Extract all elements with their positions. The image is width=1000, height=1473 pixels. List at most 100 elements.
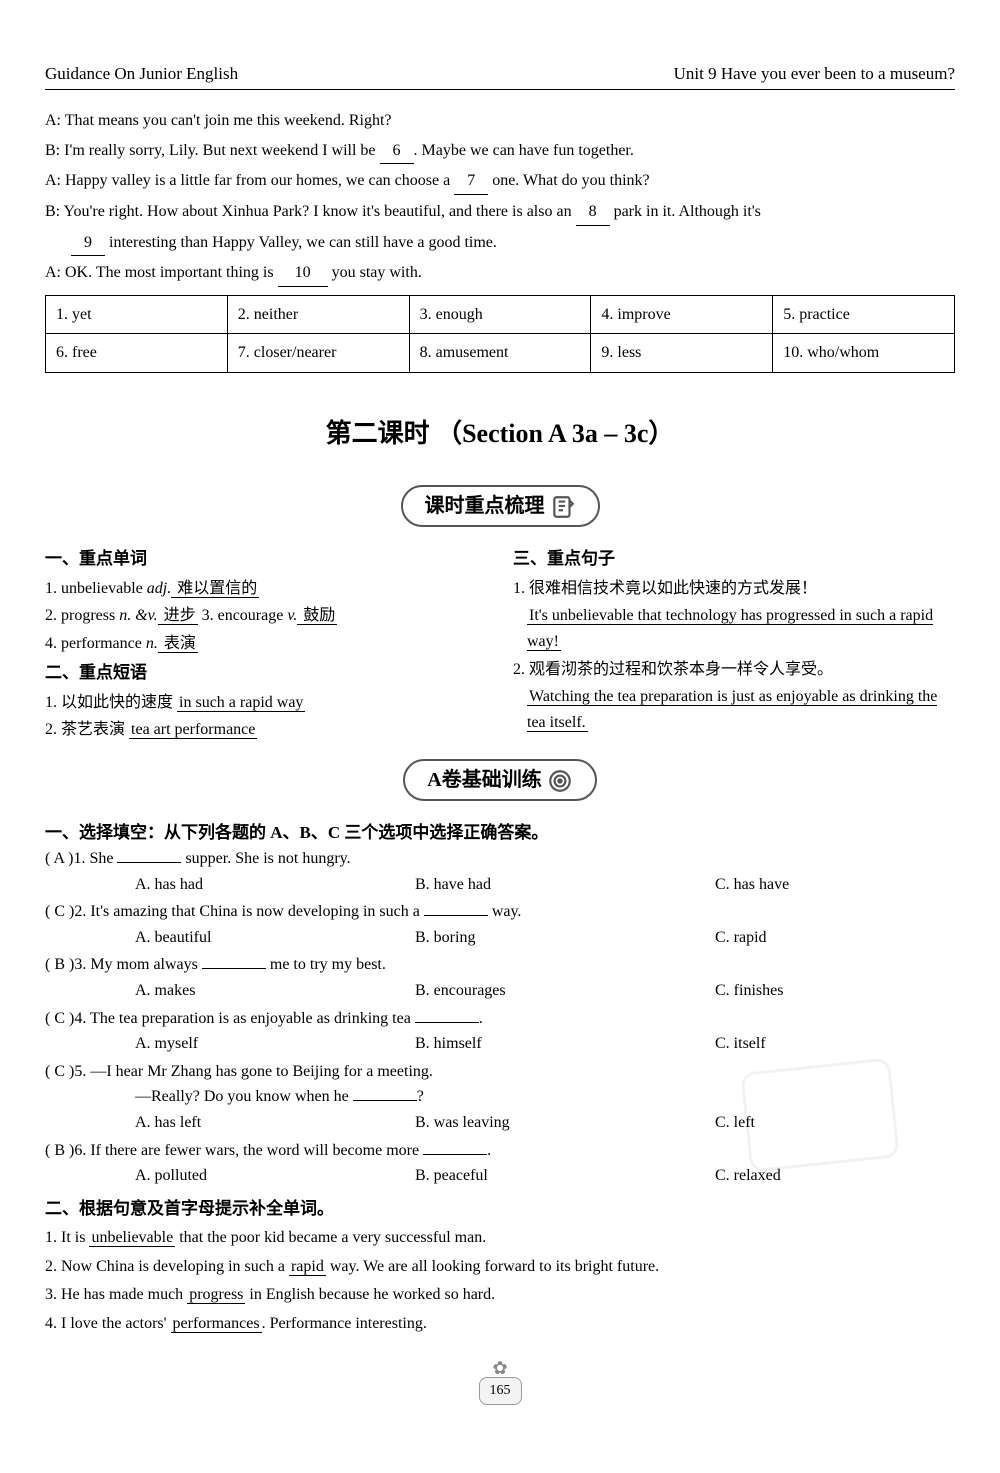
fill-answer: rapid [289,1258,326,1276]
choice-b: B. was leaving [415,1110,715,1136]
heading-vocab: 一、重点单词 [45,545,487,572]
exercise-title: 二、根据句意及首字母提示补全单词。 [45,1195,955,1222]
table-row: 6. free 7. closer/nearer 8. amusement 9.… [46,334,955,373]
choice-c: C. has have [715,872,955,898]
choice-b: B. himself [415,1031,715,1057]
choice-b: B. encourages [415,978,715,1004]
tag-exercise-a: A卷基础训练 [45,759,955,801]
header-left: Guidance On Junior English [45,60,238,87]
dialogue-line: B: I'm really sorry, Lily. But next week… [45,138,955,165]
exercise-title: 一、选择填空：从下列各题的 A、B、C 三个选项中选择正确答案。 [45,819,955,846]
choices: A. beautifulB. boringC. rapid [45,925,955,951]
cell: 8. amusement [409,334,591,373]
fill-answer: progress [187,1286,245,1304]
choice-c: C. left [715,1110,955,1136]
cell: 4. improve [591,295,773,334]
fill-item: 4. I love the actors' performances. Perf… [45,1311,955,1337]
header-right: Unit 9 Have you ever been to a museum? [674,60,955,87]
question-3: ( B )3. My mom always me to try my best.… [45,952,955,1003]
dialogue-block: A: That means you can't join me this wee… [45,108,955,287]
choice-c: C. relaxed [715,1163,955,1189]
choice-a: A. beautiful [135,925,415,951]
page-header: Guidance On Junior English Unit 9 Have y… [45,60,955,90]
blank [202,968,266,969]
choice-a: A. polluted [135,1163,415,1189]
page-number: 165 [479,1377,522,1405]
answer-letter: C [54,903,65,920]
target-icon [547,768,573,794]
question-5: ( C )5. —I hear Mr Zhang has gone to Bei… [45,1059,955,1136]
page-footer: ✿ 165 [45,1360,955,1405]
cell: 7. closer/nearer [227,334,409,373]
choice-a: A. has had [135,872,415,898]
answer-letter: C [54,1010,65,1027]
flower-icon: ✿ [45,1360,955,1376]
answer-letter: C [54,1063,65,1080]
choice-c: C. itself [715,1031,955,1057]
blank [415,1022,479,1023]
blank [353,1100,417,1101]
table-row: 1. yet 2. neither 3. enough 4. improve 5… [46,295,955,334]
fill-item: 1. It is unbelievable that the poor kid … [45,1225,955,1251]
choice-a: A. has left [135,1110,415,1136]
choices: A. has hadB. have hadC. has have [45,872,955,898]
exercise-2: 二、根据句意及首字母提示补全单词。 1. It is unbelievable … [45,1195,955,1337]
phrase-item: 2. 茶艺表演 tea art performance [45,717,487,743]
section-title: 第二课时 （Section A 3a – 3c） [45,413,955,455]
vocab-item: 2. progress n. &v. 进步 3. encourage v. 鼓励 [45,603,487,629]
notebook-icon [550,494,576,520]
choice-b: B. boring [415,925,715,951]
cell: 3. enough [409,295,591,334]
keypoints-columns: 一、重点单词 1. unbelievable adj. 难以置信的 2. pro… [45,545,955,745]
dialogue-line: A: Happy valley is a little far from our… [45,168,955,195]
dialogue-line: B: You're right. How about Xinhua Park? … [45,199,955,226]
choice-a: A. myself [135,1031,415,1057]
sentence-en: Watching the tea preparation is just as … [513,684,955,735]
blank-7: 7 [454,168,488,195]
blank [117,862,181,863]
cell: 9. less [591,334,773,373]
dialogue-line: A: OK. The most important thing is 10 yo… [45,260,955,287]
cell: 5. practice [773,295,955,334]
cell: 2. neither [227,295,409,334]
choices: A. myselfB. himselfC. itself [45,1031,955,1057]
question-6: ( B )6. If there are fewer wars, the wor… [45,1138,955,1189]
fill-item: 3. He has made much progress in English … [45,1282,955,1308]
blank-6: 6 [380,138,414,165]
choice-b: B. have had [415,872,715,898]
blank [423,1154,487,1155]
choice-c: C. rapid [715,925,955,951]
answer-letter: B [54,956,65,973]
phrase-item: 1. 以如此快的速度 in such a rapid way [45,690,487,716]
vocab-item: 1. unbelievable adj. 难以置信的 [45,576,487,602]
choices: A. makesB. encouragesC. finishes [45,978,955,1004]
heading-phrases: 二、重点短语 [45,659,487,686]
question-1: ( A )1. She supper. She is not hungry. A… [45,846,955,897]
vocab-item: 4. performance n. 表演 [45,631,487,657]
blank-8: 8 [576,199,610,226]
exercise-1: 一、选择填空：从下列各题的 A、B、C 三个选项中选择正确答案。 ( A )1.… [45,819,955,1189]
question-2: ( C )2. It's amazing that China is now d… [45,899,955,950]
answer-letter: B [54,1142,65,1159]
sentence-item: 1. 很难相信技术竟以如此快速的方式发展！ [513,576,955,602]
question-4: ( C )4. The tea preparation is as enjoya… [45,1006,955,1057]
cell: 6. free [46,334,228,373]
fill-item: 2. Now China is developing in such a rap… [45,1254,955,1280]
fill-answer: performances [171,1315,262,1333]
tag-label: 课时重点梳理 [425,495,545,517]
blank [424,915,488,916]
sentence-item: 2. 观看沏茶的过程和饮茶本身一样令人享受。 [513,657,955,683]
cell: 1. yet [46,295,228,334]
tag-keypoints: 课时重点梳理 [45,485,955,527]
fill-answer: unbelievable [89,1229,175,1247]
choices: A. has leftB. was leavingC. left [45,1110,955,1136]
tag-label: A卷基础训练 [427,769,541,791]
dialogue-line: A: That means you can't join me this wee… [45,108,955,134]
keypoints-right: 三、重点句子 1. 很难相信技术竟以如此快速的方式发展！ It's unbeli… [513,545,955,745]
choice-a: A. makes [135,978,415,1004]
choice-b: B. peaceful [415,1163,715,1189]
blank-9: 9 [71,230,105,257]
blank-10: 10 [278,260,328,287]
answer-table: 1. yet 2. neither 3. enough 4. improve 5… [45,295,955,373]
answer-letter: A [53,850,64,867]
